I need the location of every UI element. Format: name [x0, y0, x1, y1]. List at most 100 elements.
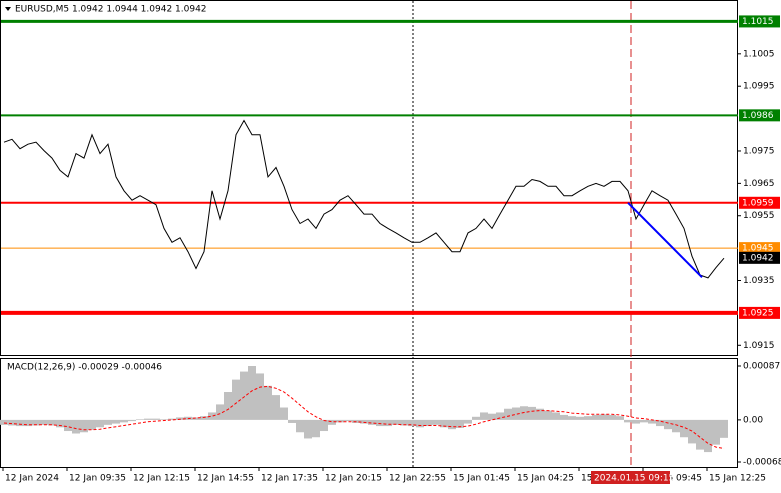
y-tick-label: 1.1005: [743, 49, 775, 59]
macd-bar: [552, 412, 560, 420]
macd-bar: [296, 419, 304, 433]
macd-bar: [104, 419, 112, 425]
macd-bar: [616, 416, 624, 420]
y-tick-label: -0.00068: [743, 458, 781, 468]
macd-title: MACD(12,26,9) -0.00029 -0.00046: [7, 363, 162, 373]
macd-bar: [152, 418, 160, 420]
macd-bar: [608, 414, 616, 420]
macd-bar: [264, 385, 272, 420]
macd-bar: [40, 419, 48, 425]
macd-pane: [0, 358, 738, 468]
macd-bar: [312, 419, 320, 438]
macd-bar: [280, 407, 288, 420]
level-label-box: [739, 242, 780, 255]
macd-bar: [232, 379, 240, 420]
macd-bar: [96, 419, 104, 428]
level-label-box: [739, 109, 780, 122]
y-tick-label: 1.0995: [743, 82, 775, 92]
macd-bar: [16, 419, 24, 427]
macd-bar: [560, 414, 568, 420]
macd-bar: [216, 404, 224, 420]
macd-bar: [664, 419, 672, 430]
macd-bar: [192, 417, 200, 420]
level-label-box: [739, 306, 780, 319]
macd-bar: [128, 419, 136, 422]
macd-bar: [544, 410, 552, 420]
macd-bar: [384, 419, 392, 427]
macd-bar: [64, 419, 72, 432]
level-label: 1.0925: [742, 308, 774, 318]
macd-bar: [24, 419, 32, 427]
macd-bar: [440, 419, 448, 428]
y-tick-label: 1.0955: [743, 211, 775, 221]
macd-bar: [576, 416, 584, 420]
main-title: EURUSD,M5 1.0942 1.0944 1.0942 1.0942: [15, 5, 207, 15]
macd-bar: [408, 419, 416, 427]
macd-bar: [528, 406, 536, 420]
x-tick-label: 15 Jan 04:25: [517, 474, 574, 484]
level-label: 1.1015: [742, 17, 774, 27]
macd-bar: [504, 408, 512, 420]
macd-bar: [624, 419, 632, 423]
macd-bar: [432, 419, 440, 425]
macd-layer: [0, 366, 728, 453]
macd-bar: [696, 419, 704, 450]
y-tick-label: 0.00087: [743, 362, 780, 372]
axis-layer: 1.1005 1.0995 1.0975 1.0965 1.0955 1.0935 1.09…: [2, 15, 781, 484]
macd-bar: [416, 419, 424, 428]
macd-bar: [248, 366, 256, 420]
x-tick-label: 12 Jan 20:15: [325, 474, 382, 484]
macd-bar: [320, 419, 328, 432]
macd-bar: [56, 419, 64, 428]
price-line: [3, 119, 725, 279]
cursor-label: 2024.01.15 09:15: [594, 474, 674, 484]
current-price-label: 1.0942: [742, 253, 774, 263]
current-price-box: [739, 251, 780, 264]
macd-bar: [136, 419, 144, 420]
macd-bar: [496, 412, 504, 420]
x-tick-label: 12 Jan 22:55: [389, 474, 446, 484]
x-tick-label: 12 Jan 14:55: [197, 474, 254, 484]
y-tick-label: 0.00: [743, 415, 763, 425]
macd-bar: [464, 419, 472, 424]
y-tick-label: 1.0915: [743, 341, 775, 351]
macd-bar: [328, 419, 336, 425]
macd-bar: [704, 419, 712, 453]
macd-bar: [80, 419, 88, 433]
level-label: 1.0986: [742, 111, 774, 121]
macd-bar: [360, 419, 368, 424]
level-label: 1.0959: [742, 198, 774, 208]
macd-bar: [256, 373, 264, 420]
macd-bar: [88, 419, 96, 430]
macd-bar: [120, 419, 128, 423]
level-label-box: [739, 15, 780, 28]
macd-bar: [672, 419, 680, 433]
macd-bar: [344, 419, 352, 422]
macd-bar: [336, 419, 344, 423]
macd-bar: [160, 419, 168, 420]
macd-bar: [72, 419, 80, 434]
signal-line: [3, 385, 725, 449]
macd-bar: [376, 419, 384, 427]
macd-bar: [632, 419, 640, 424]
macd-bar: [8, 419, 16, 426]
macd-bar: [48, 419, 56, 426]
macd-bar: [600, 414, 608, 420]
macd-bar: [288, 419, 296, 423]
macd-bar: [0, 419, 8, 425]
x-tick-label: 15 Jan 01:45: [453, 474, 510, 484]
macd-bar: [448, 419, 456, 430]
x-tick-label: 12 Jan 2024: [5, 474, 59, 484]
macd-bar: [176, 417, 184, 420]
x-tick-label: 15 Jan 09:45: [645, 474, 702, 484]
macd-bar: [144, 418, 152, 420]
macd-bar: [272, 395, 280, 420]
trend-line: [627, 202, 703, 278]
macd-bar: [584, 416, 592, 420]
macd-bar: [240, 371, 248, 420]
macd-bar: [520, 406, 528, 420]
level-label-box: [739, 196, 780, 209]
